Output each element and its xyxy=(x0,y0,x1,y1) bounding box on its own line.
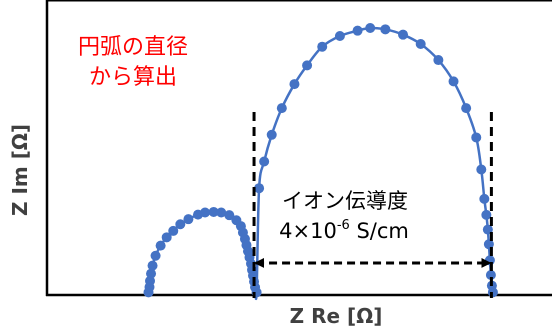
data-point xyxy=(254,183,265,194)
conductivity-value: 4×10-6 S/cm xyxy=(279,218,409,243)
data-point xyxy=(471,132,482,143)
data-point xyxy=(183,214,194,225)
data-point xyxy=(266,129,277,140)
data-point xyxy=(216,207,227,218)
data-point xyxy=(276,103,287,114)
data-point xyxy=(150,250,161,261)
data-point xyxy=(224,210,235,221)
series-points xyxy=(143,23,498,298)
series-line xyxy=(147,26,495,301)
data-point xyxy=(433,55,444,66)
data-point xyxy=(476,164,487,175)
conductivity-value-exponent: -6 xyxy=(337,218,350,233)
data-point xyxy=(147,260,158,271)
conductivity-label: イオン伝導度 xyxy=(282,189,408,213)
data-point xyxy=(461,103,472,114)
data-point xyxy=(175,219,186,230)
data-point xyxy=(365,23,376,33)
data-point xyxy=(484,255,495,266)
data-point xyxy=(481,209,492,220)
data-point xyxy=(485,269,496,280)
conductivity-value-unit: S/cm xyxy=(350,219,409,243)
data-point xyxy=(200,207,211,218)
y-axis-label: Z Im [Ω] xyxy=(8,124,32,216)
data-point xyxy=(479,193,490,204)
data-point xyxy=(487,287,498,298)
x-axis-label: Z Re [Ω] xyxy=(290,304,383,328)
data-point xyxy=(380,24,391,35)
data-point xyxy=(448,76,459,87)
data-point xyxy=(168,225,179,236)
data-point xyxy=(483,239,494,250)
data-point xyxy=(302,60,313,71)
data-point xyxy=(161,232,172,243)
data-point xyxy=(289,79,300,90)
data-point xyxy=(146,268,157,279)
data-point xyxy=(352,25,363,36)
data-point xyxy=(317,41,328,52)
diameter-note-line1: 円弧の直径 xyxy=(78,35,188,60)
conductivity-value-prefix: 4×10 xyxy=(279,219,337,243)
data-point xyxy=(155,240,166,251)
data-point xyxy=(398,29,409,40)
data-point xyxy=(259,156,270,167)
diameter-note-line2: から算出 xyxy=(89,65,177,90)
data-point xyxy=(334,31,345,42)
data-point xyxy=(208,206,219,217)
data-point xyxy=(415,39,426,50)
